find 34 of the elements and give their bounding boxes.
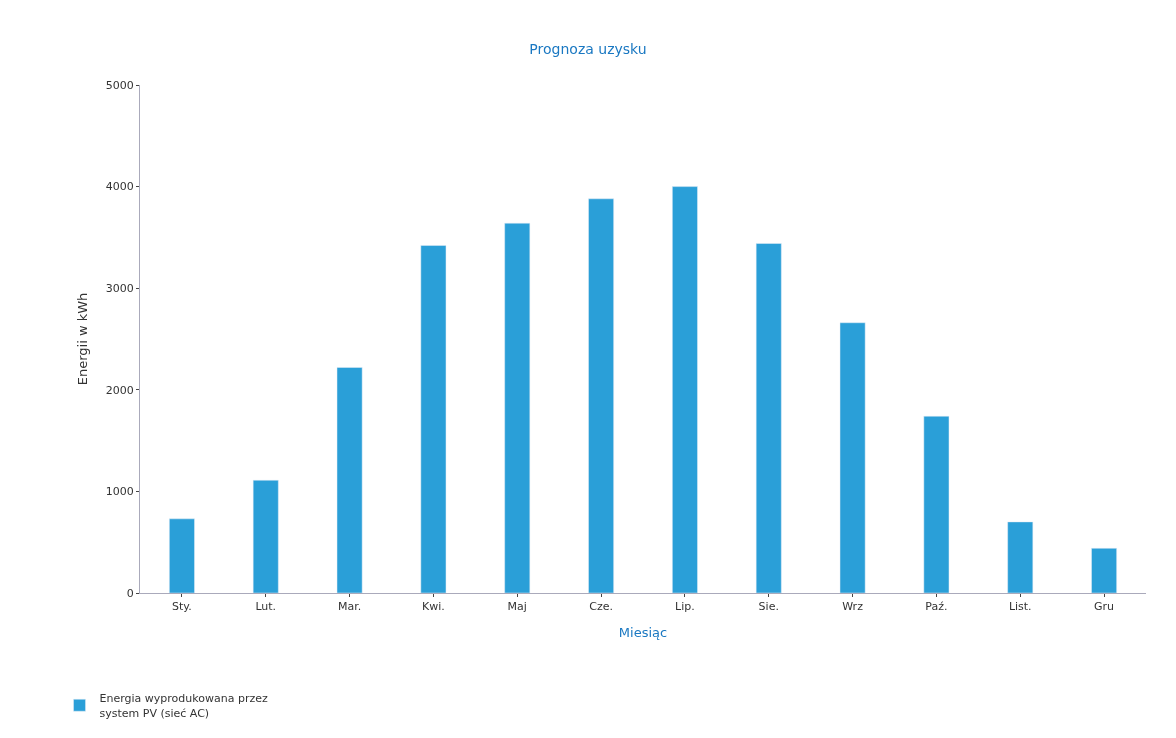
bar bbox=[336, 367, 363, 593]
x-tick-label: Wrz bbox=[842, 600, 864, 614]
x-tick-label: Kwi. bbox=[422, 600, 445, 614]
x-tick-label: Sie. bbox=[758, 600, 779, 614]
x-tick-label: Sty. bbox=[172, 600, 192, 614]
x-tick-label: Lut. bbox=[255, 600, 277, 614]
bar bbox=[755, 243, 782, 593]
x-tick-label: Cze. bbox=[589, 600, 613, 614]
bar bbox=[923, 415, 950, 593]
bar bbox=[1007, 521, 1034, 593]
bar bbox=[588, 198, 614, 593]
bar bbox=[420, 245, 447, 593]
y-tick-label: 0 bbox=[126, 586, 134, 600]
x-tick-label: Mar. bbox=[337, 600, 362, 614]
x-tick-label: Maj bbox=[507, 600, 527, 614]
chart-title: Prognoza uzysku bbox=[529, 41, 647, 58]
y-tick-label: 5000 bbox=[105, 78, 134, 92]
bar bbox=[672, 186, 698, 593]
y-tick-label: 2000 bbox=[105, 383, 134, 397]
bar bbox=[252, 479, 279, 593]
bar bbox=[1091, 548, 1117, 593]
x-tick-label: Lip. bbox=[675, 600, 695, 614]
x-tick-label: Gru bbox=[1094, 600, 1115, 614]
bar bbox=[169, 518, 195, 593]
y-tick-label: 1000 bbox=[105, 485, 134, 499]
bar bbox=[839, 322, 866, 593]
x-axis-title: Miesiąc bbox=[618, 624, 668, 640]
y-tick-label: 4000 bbox=[105, 180, 134, 194]
y-tick-label: 3000 bbox=[105, 282, 134, 296]
legend-label: Energia wyprodukowana przez system PV (sieć AC) bbox=[99, 692, 268, 720]
y-axis-title: Energii w kWh bbox=[74, 292, 90, 386]
x-tick-label: Paź. bbox=[925, 600, 948, 614]
bar bbox=[504, 222, 531, 593]
x-tick-label: List. bbox=[1008, 600, 1032, 614]
